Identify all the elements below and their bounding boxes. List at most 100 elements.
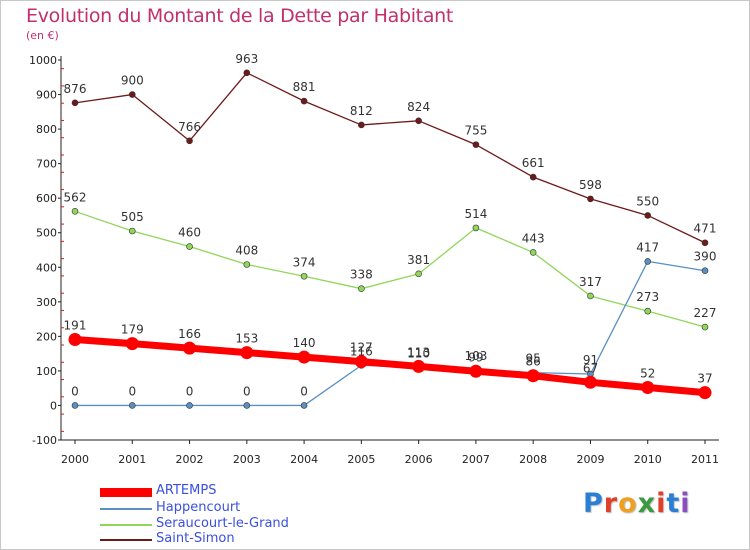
data-label: 338: [350, 268, 373, 282]
data-point: [472, 141, 480, 148]
data-label: 505: [121, 210, 144, 224]
data-point: [243, 261, 251, 268]
legend-label-happencourt: Happencourt: [156, 500, 241, 515]
legend-label-saint-simon: Saint-Simon: [156, 531, 235, 546]
data-label: 166: [178, 327, 201, 341]
logo-letter: i: [680, 488, 691, 519]
y-tick-label: 200: [36, 330, 57, 343]
data-point: [300, 272, 308, 280]
y-tick-label: 800: [36, 123, 57, 136]
data-label: 562: [64, 190, 87, 204]
data-label: 91: [583, 353, 598, 367]
data-label: 471: [694, 222, 717, 236]
data-point: [415, 270, 422, 278]
data-label: 0: [71, 384, 79, 398]
data-point: [128, 402, 136, 409]
series-line-saint-simon: [74, 72, 706, 244]
data-label: 227: [694, 306, 717, 320]
data-point: [529, 173, 537, 181]
data-point: [587, 195, 594, 203]
data-label: 116: [350, 344, 373, 358]
data-label: 127: [350, 341, 373, 355]
data-point: [300, 402, 308, 409]
y-tick-label: 700: [36, 158, 57, 171]
data-point: [183, 341, 197, 355]
legend-swatch-saint-simon: [100, 539, 152, 541]
data-label: 99: [468, 350, 483, 364]
data-label: 37: [697, 372, 712, 386]
data-label: 550: [636, 194, 659, 208]
data-label: 67: [583, 361, 598, 375]
legend-label-artemps: ARTEMPS: [156, 483, 217, 498]
logo-letter: o: [618, 488, 638, 519]
x-tick-label: 2004: [290, 453, 318, 466]
data-point: [240, 346, 254, 360]
data-point: [358, 285, 365, 292]
data-label: 0: [186, 384, 194, 398]
x-tick-label: 2007: [462, 453, 490, 466]
data-point: [701, 239, 709, 247]
data-label: 390: [694, 250, 717, 264]
x-tick-label: 2009: [576, 453, 604, 466]
data-point: [587, 292, 594, 300]
data-point: [644, 258, 652, 265]
data-point: [641, 380, 655, 394]
data-point: [644, 212, 652, 219]
data-label: 881: [293, 80, 316, 94]
x-tick-label: 2005: [347, 453, 375, 466]
y-tick-label: 600: [36, 192, 57, 205]
data-label: 95: [526, 352, 541, 366]
data-point: [358, 121, 365, 129]
chart-title: Evolution du Montant de la Dette par Hab…: [26, 5, 454, 27]
data-point: [701, 323, 709, 331]
data-label: 824: [407, 100, 430, 114]
data-label: 812: [350, 104, 373, 118]
data-point: [186, 402, 193, 409]
data-point: [701, 267, 709, 275]
logo-letter: t: [666, 488, 681, 519]
data-label: 408: [235, 244, 258, 258]
data-point: [526, 369, 540, 383]
data-label: 153: [235, 332, 258, 346]
data-point: [644, 307, 652, 315]
data-label: 661: [522, 156, 545, 170]
legend-swatch-happencourt: [100, 508, 152, 510]
data-point: [529, 249, 537, 256]
series-line-artemps: [71, 335, 709, 397]
data-label: 755: [464, 124, 487, 138]
data-point: [415, 117, 422, 125]
data-point: [300, 97, 308, 105]
data-point: [71, 208, 79, 215]
data-point: [469, 364, 483, 378]
y-tick-label: -100: [32, 434, 57, 447]
proxiti-logo: Proxiti: [583, 488, 691, 519]
data-label: 113: [407, 345, 430, 359]
data-label: 0: [243, 384, 251, 398]
data-point: [354, 355, 368, 369]
data-label: 0: [128, 384, 136, 398]
legend-swatch-artemps: [100, 488, 152, 497]
data-point: [243, 402, 251, 409]
x-tick-label: 2003: [233, 453, 261, 466]
x-tick-label: 2010: [634, 453, 662, 466]
data-label: 317: [579, 275, 602, 289]
data-label: 110: [407, 346, 430, 360]
legend-swatch-seraucourt: [100, 524, 152, 526]
data-point: [472, 224, 480, 232]
data-point: [128, 227, 136, 235]
data-label: 514: [464, 207, 487, 221]
data-label: 140: [293, 336, 316, 350]
chart-subtitle: (en €): [26, 29, 59, 42]
y-tick-label: 900: [36, 89, 57, 102]
data-point: [243, 69, 251, 77]
x-tick-label: 2008: [519, 453, 547, 466]
logo-letter: i: [656, 488, 667, 519]
x-tick-label: 2011: [691, 453, 719, 466]
series-line-seraucourt-le-grand: [74, 210, 706, 328]
data-label: 900: [121, 74, 144, 88]
y-tick-label: 500: [36, 227, 57, 240]
data-label: 443: [522, 231, 545, 245]
data-label: 103: [464, 349, 487, 363]
data-label: 179: [121, 323, 144, 337]
